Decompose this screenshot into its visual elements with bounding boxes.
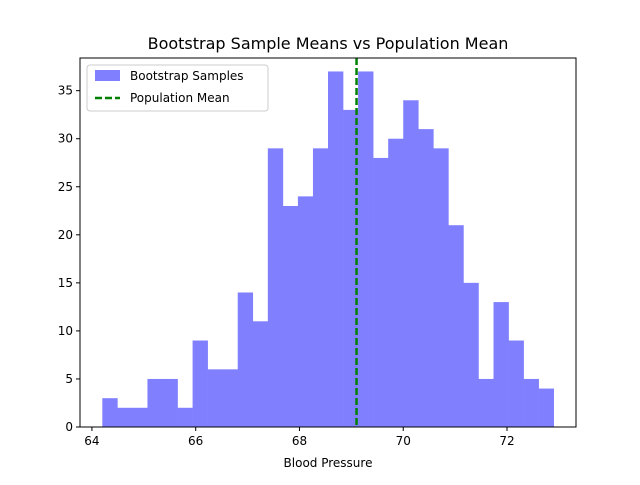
legend-label-bootstrap-samples: Bootstrap Samples: [130, 69, 244, 83]
histogram-bar: [433, 148, 449, 427]
y-tick-label: 0: [65, 420, 73, 434]
x-tick-label: 70: [396, 434, 411, 448]
y-tick-label: 10: [58, 324, 73, 338]
legend-label-population-mean: Population Mean: [130, 91, 230, 105]
y-tick-label: 15: [58, 276, 73, 290]
histogram-bar: [358, 71, 374, 427]
histogram-bar: [237, 292, 254, 427]
histogram-bar: [162, 378, 178, 427]
chart-title: Bootstrap Sample Means vs Population Mea…: [148, 34, 509, 53]
x-tick-label: 64: [84, 434, 99, 448]
x-tick-label: 68: [292, 434, 307, 448]
x-tick-label: 72: [499, 434, 514, 448]
legend-swatch-bootstrap-samples: [95, 70, 120, 81]
histogram-bar: [403, 100, 419, 427]
histogram-bar: [192, 340, 208, 427]
histogram-bar: [147, 378, 163, 427]
legend: Bootstrap Samples Population Mean: [86, 64, 269, 112]
plot-frame: [79, 57, 577, 428]
histogram-bar: [328, 71, 344, 427]
histogram-bar: [222, 369, 239, 427]
histogram-bar: [267, 148, 284, 427]
histogram-bar: [117, 407, 133, 427]
histogram-bar: [508, 340, 524, 427]
histogram-bar: [343, 109, 359, 427]
histogram-bar: [418, 129, 434, 427]
histogram-bar: [132, 407, 148, 427]
x-axis-ticks: 64 66 68 70 72: [84, 427, 515, 448]
histogram-bar: [312, 148, 329, 427]
histogram-bars: [102, 71, 554, 427]
x-axis-label: Blood Pressure: [284, 456, 373, 470]
histogram-bar: [523, 378, 539, 427]
histogram-bar: [282, 205, 299, 427]
y-axis-ticks: 0 5 10 15 20 25 30 35: [58, 84, 80, 434]
histogram-bar: [538, 388, 554, 427]
y-tick-label: 20: [58, 228, 73, 242]
y-tick-label: 25: [58, 180, 73, 194]
histogram-bar: [493, 302, 509, 427]
histogram-bar: [388, 138, 404, 427]
histogram-bar: [373, 157, 389, 427]
histogram-bar: [478, 378, 494, 427]
y-tick-label: 35: [58, 84, 73, 98]
y-tick-label: 30: [58, 132, 73, 146]
y-tick-label: 5: [65, 372, 73, 386]
histogram-bar: [102, 398, 118, 427]
histogram-bar: [207, 369, 223, 427]
histogram-bar: [448, 225, 464, 427]
histogram-bar: [252, 321, 269, 427]
histogram-bar: [463, 282, 479, 427]
x-tick-label: 66: [188, 434, 203, 448]
histogram-bar: [177, 407, 193, 427]
histogram-bar: [297, 196, 314, 427]
legend-box: [86, 64, 269, 112]
